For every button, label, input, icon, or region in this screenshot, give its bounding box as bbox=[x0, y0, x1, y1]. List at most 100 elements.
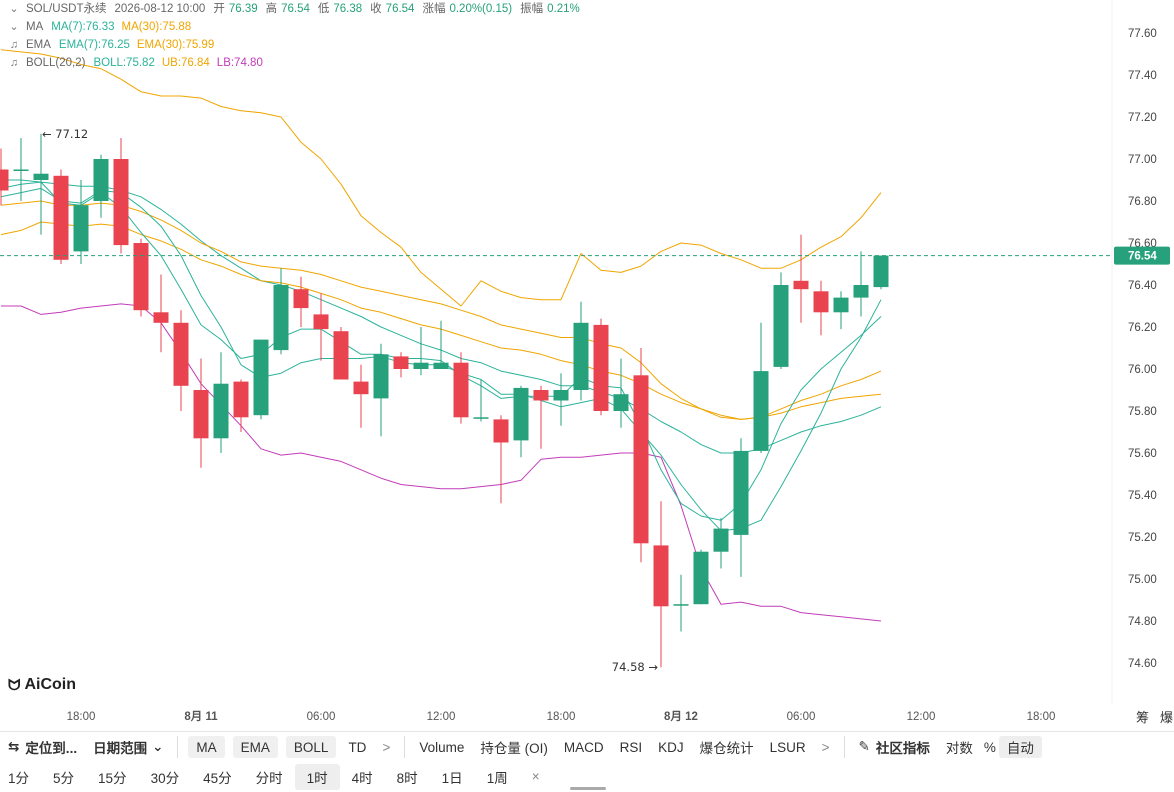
boll-lower-band-line bbox=[1, 303, 882, 622]
candle[interactable] bbox=[193, 358, 209, 468]
bell-icon[interactable]: ♫ bbox=[9, 57, 19, 69]
candle[interactable] bbox=[713, 518, 729, 569]
candle-body bbox=[273, 285, 289, 351]
indicator-td[interactable]: TD bbox=[348, 739, 367, 755]
candle[interactable] bbox=[413, 327, 429, 376]
candle[interactable] bbox=[153, 274, 169, 353]
candle[interactable] bbox=[0, 148, 9, 206]
candle[interactable] bbox=[293, 276, 309, 327]
candle-body bbox=[333, 331, 349, 380]
candle[interactable] bbox=[13, 138, 29, 201]
boll-legend-row[interactable]: ♫ BOLL(20,2) BOLL:75.82 UB:76.84 LB:74.8… bbox=[0, 54, 588, 72]
interval-7[interactable]: 4时 bbox=[351, 770, 373, 786]
candle[interactable] bbox=[553, 373, 569, 426]
candle[interactable] bbox=[593, 318, 609, 416]
candle[interactable] bbox=[393, 352, 409, 378]
interval-3[interactable]: 30分 bbox=[150, 770, 180, 786]
candle[interactable] bbox=[493, 415, 509, 504]
candle[interactable] bbox=[693, 549, 709, 605]
interval-2[interactable]: 15分 bbox=[98, 770, 127, 786]
boll-mid-value: BOLL:75.82 bbox=[93, 57, 155, 69]
indicator-ema-chip[interactable]: EMA bbox=[232, 736, 278, 758]
community-indicators-button[interactable]: ✎ 社区指标 bbox=[851, 736, 938, 758]
sub-rsi[interactable]: RSI bbox=[619, 739, 643, 755]
candle[interactable] bbox=[753, 322, 769, 453]
candle[interactable] bbox=[373, 343, 389, 437]
candle[interactable] bbox=[733, 438, 749, 577]
sub-macd[interactable]: MACD bbox=[563, 739, 604, 755]
indicator-ma-chip[interactable]: MA bbox=[188, 736, 225, 758]
candle[interactable] bbox=[633, 348, 649, 563]
candle[interactable] bbox=[853, 251, 869, 317]
candle[interactable] bbox=[133, 238, 149, 317]
candle[interactable] bbox=[253, 339, 269, 420]
log-scale-toggle[interactable]: 对数 bbox=[945, 741, 973, 756]
interval-10[interactable]: 1周 bbox=[486, 770, 508, 786]
x-tick-label: 8月 12 bbox=[664, 710, 698, 723]
chart-legend: ⌄ SOL/USDT永续 2026-08-12 10:00 开 76.39 高 76… bbox=[0, 0, 588, 72]
candle[interactable] bbox=[333, 327, 349, 380]
candle[interactable] bbox=[93, 154, 109, 218]
y-tick-label: 76.20 bbox=[1128, 322, 1157, 334]
candle[interactable] bbox=[573, 301, 589, 401]
sub-open-interest[interactable]: 持仓量 (OI) bbox=[480, 741, 548, 756]
ema-legend-row[interactable]: ♫ EMA EMA(7):76.25 EMA(30):75.99 bbox=[0, 36, 588, 54]
candle[interactable] bbox=[653, 501, 669, 668]
candle[interactable] bbox=[233, 379, 249, 433]
interval-5[interactable]: 分时 bbox=[255, 770, 283, 786]
candle[interactable] bbox=[453, 352, 469, 424]
candle[interactable] bbox=[673, 574, 689, 632]
close-label: 收 bbox=[370, 3, 382, 15]
interval-0[interactable]: 1分 bbox=[8, 770, 30, 786]
indicator-boll-chip[interactable]: BOLL bbox=[285, 736, 337, 758]
interval-6[interactable]: 1时 bbox=[294, 763, 340, 790]
candle[interactable] bbox=[433, 320, 449, 369]
locate-button[interactable]: ⇆ 定位到... bbox=[0, 736, 85, 758]
candle[interactable] bbox=[773, 272, 789, 369]
percent-scale-toggle[interactable]: % bbox=[983, 739, 996, 755]
candle[interactable] bbox=[473, 379, 489, 422]
sub-volume[interactable]: Volume bbox=[419, 739, 465, 755]
interval-9[interactable]: 1日 bbox=[441, 770, 463, 786]
collapse-icon[interactable]: ⌄ bbox=[9, 3, 19, 15]
kline-chart[interactable]: 77.60 77.40 77.20 77.00 76.80 76.60 76.40 76.20… bbox=[0, 0, 1174, 730]
interval-1[interactable]: 5分 bbox=[53, 770, 75, 786]
candle[interactable] bbox=[873, 255, 889, 290]
candle[interactable] bbox=[33, 133, 49, 235]
divider bbox=[177, 736, 179, 758]
candle[interactable] bbox=[173, 310, 189, 411]
sub-lsur[interactable]: LSUR bbox=[769, 739, 806, 755]
sub-liquidation[interactable]: 爆仓统计 bbox=[699, 741, 754, 756]
candle[interactable] bbox=[313, 293, 329, 361]
candle[interactable] bbox=[533, 385, 549, 449]
candle[interactable] bbox=[833, 291, 849, 330]
auto-scale-toggle[interactable]: 自动 bbox=[998, 736, 1042, 758]
close-icon[interactable]: × bbox=[531, 769, 540, 784]
candle[interactable] bbox=[273, 268, 289, 355]
candle[interactable] bbox=[513, 385, 529, 458]
interval-8[interactable]: 8时 bbox=[396, 770, 418, 786]
collapse-icon[interactable]: ⌄ bbox=[9, 21, 19, 33]
candle[interactable] bbox=[53, 169, 69, 265]
candle[interactable] bbox=[213, 352, 229, 453]
bell-icon[interactable]: ♫ bbox=[9, 39, 19, 51]
axis-tool-1[interactable]: 爆 bbox=[1160, 711, 1173, 726]
candle[interactable] bbox=[813, 280, 829, 336]
candle[interactable] bbox=[113, 138, 129, 254]
y-tick-label: 77.40 bbox=[1128, 70, 1157, 82]
candle[interactable] bbox=[73, 180, 89, 264]
y-tick-label: 75.40 bbox=[1128, 490, 1157, 502]
candle[interactable] bbox=[793, 234, 809, 323]
date-range-button[interactable]: 日期范围 ⌄ bbox=[85, 736, 171, 758]
resize-handle[interactable] bbox=[570, 787, 606, 790]
candle[interactable] bbox=[613, 358, 629, 428]
candlestick-chart[interactable]: 77.6077.4077.2077.0076.8076.6076.4076.20… bbox=[0, 0, 1174, 730]
interval-4[interactable]: 45分 bbox=[203, 770, 232, 786]
aicoin-logo-icon: ᗢ bbox=[8, 676, 21, 694]
candle[interactable] bbox=[353, 364, 369, 428]
chevron-right-icon[interactable]: > bbox=[821, 739, 830, 755]
ma-legend-row[interactable]: ⌄ MA MA(7):76.33 MA(30):75.88 bbox=[0, 18, 588, 36]
sub-kdj[interactable]: KDJ bbox=[658, 739, 684, 755]
chevron-right-icon[interactable]: > bbox=[382, 739, 391, 755]
axis-tool-0[interactable]: 筹 bbox=[1136, 710, 1149, 726]
